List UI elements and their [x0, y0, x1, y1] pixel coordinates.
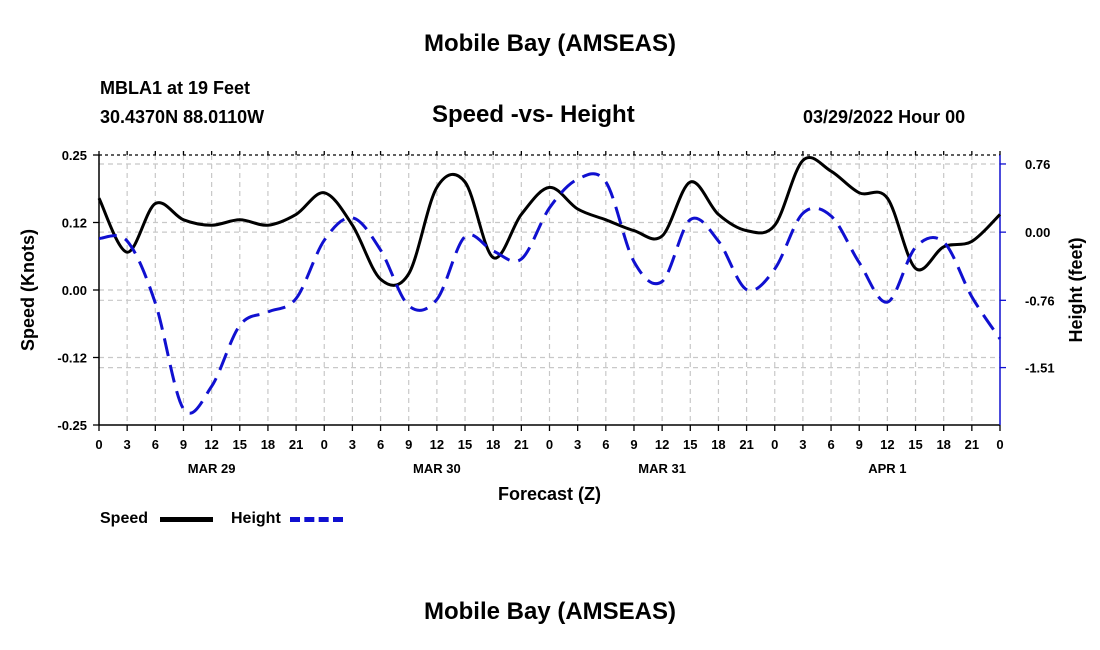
- legend-height-label: Height: [231, 510, 281, 527]
- y-right-tick-label: 0.00: [1025, 225, 1050, 240]
- x-tick-label: 12: [430, 437, 444, 452]
- x-tick-label: 21: [739, 437, 753, 452]
- legend-speed-label: Speed: [100, 510, 149, 527]
- x-tick-label: 6: [152, 437, 159, 452]
- day-label: APR 1: [868, 461, 906, 476]
- x-tick-label: 12: [204, 437, 218, 452]
- x-tick-label: 21: [289, 437, 303, 452]
- day-label: MAR 29: [188, 461, 236, 476]
- y-left-tick-label: 0.00: [62, 283, 87, 298]
- x-tick-label: 18: [711, 437, 725, 452]
- x-axis-title: Forecast (Z): [498, 484, 601, 504]
- x-tick-label: 12: [880, 437, 894, 452]
- y-left-tick-label: 0.25: [62, 148, 87, 163]
- station-name: MBLA1 at 19 Feet: [100, 78, 251, 98]
- y-right-tick-label: 0.76: [1025, 157, 1050, 172]
- x-tick-label: 12: [655, 437, 669, 452]
- x-tick-label: 0: [771, 437, 778, 452]
- y-left-axis-title: Speed (Knots): [18, 229, 38, 351]
- chart-subtitle: Speed -vs- Height: [432, 101, 635, 128]
- x-tick-label: 0: [321, 437, 328, 452]
- x-tick-label: 6: [827, 437, 834, 452]
- x-tick-label: 9: [405, 437, 412, 452]
- x-tick-label: 21: [965, 437, 979, 452]
- x-tick-label: 9: [856, 437, 863, 452]
- y-right-tick-label: -1.51: [1025, 361, 1055, 376]
- y-right-axis-title: Height (feet): [1066, 238, 1086, 343]
- station-coordinates: 30.4370N 88.0110W: [100, 107, 265, 127]
- x-tick-label: 6: [377, 437, 384, 452]
- day-label: MAR 31: [638, 461, 686, 476]
- x-tick-label: 18: [261, 437, 275, 452]
- y-left-tick-label: -0.12: [57, 351, 87, 366]
- x-tick-label: 0: [95, 437, 102, 452]
- y-left-tick-label: -0.25: [57, 418, 87, 433]
- x-tick-label: 15: [458, 437, 472, 452]
- x-tick-label: 6: [602, 437, 609, 452]
- x-tick-label: 3: [124, 437, 131, 452]
- x-tick-label: 15: [908, 437, 922, 452]
- x-tick-label: 9: [630, 437, 637, 452]
- x-tick-label: 18: [486, 437, 500, 452]
- footer-title: Mobile Bay (AMSEAS): [423, 598, 677, 625]
- x-tick-label: 3: [799, 437, 806, 452]
- x-tick-label: 15: [683, 437, 697, 452]
- speed-series-line: [97, 156, 1002, 287]
- forecast-run-time: 03/29/2022 Hour 00: [803, 107, 966, 127]
- x-tick-label: 9: [180, 437, 187, 452]
- main-title: Mobile Bay (AMSEAS): [423, 30, 677, 57]
- y-left-tick-label: 0.12: [62, 216, 87, 231]
- y-right-tick-label: -0.76: [1025, 293, 1055, 308]
- x-tick-label: 21: [514, 437, 528, 452]
- x-tick-label: 0: [996, 437, 1003, 452]
- x-tick-label: 18: [936, 437, 950, 452]
- legend-speed-swatch: [160, 517, 213, 522]
- x-tick-label: 15: [233, 437, 247, 452]
- x-tick-label: 0: [546, 437, 553, 452]
- x-tick-label: 3: [349, 437, 356, 452]
- x-tick-label: 3: [574, 437, 581, 452]
- legend-height-swatch: [290, 517, 343, 522]
- height-series-line: [98, 172, 1002, 415]
- day-label: MAR 30: [413, 461, 461, 476]
